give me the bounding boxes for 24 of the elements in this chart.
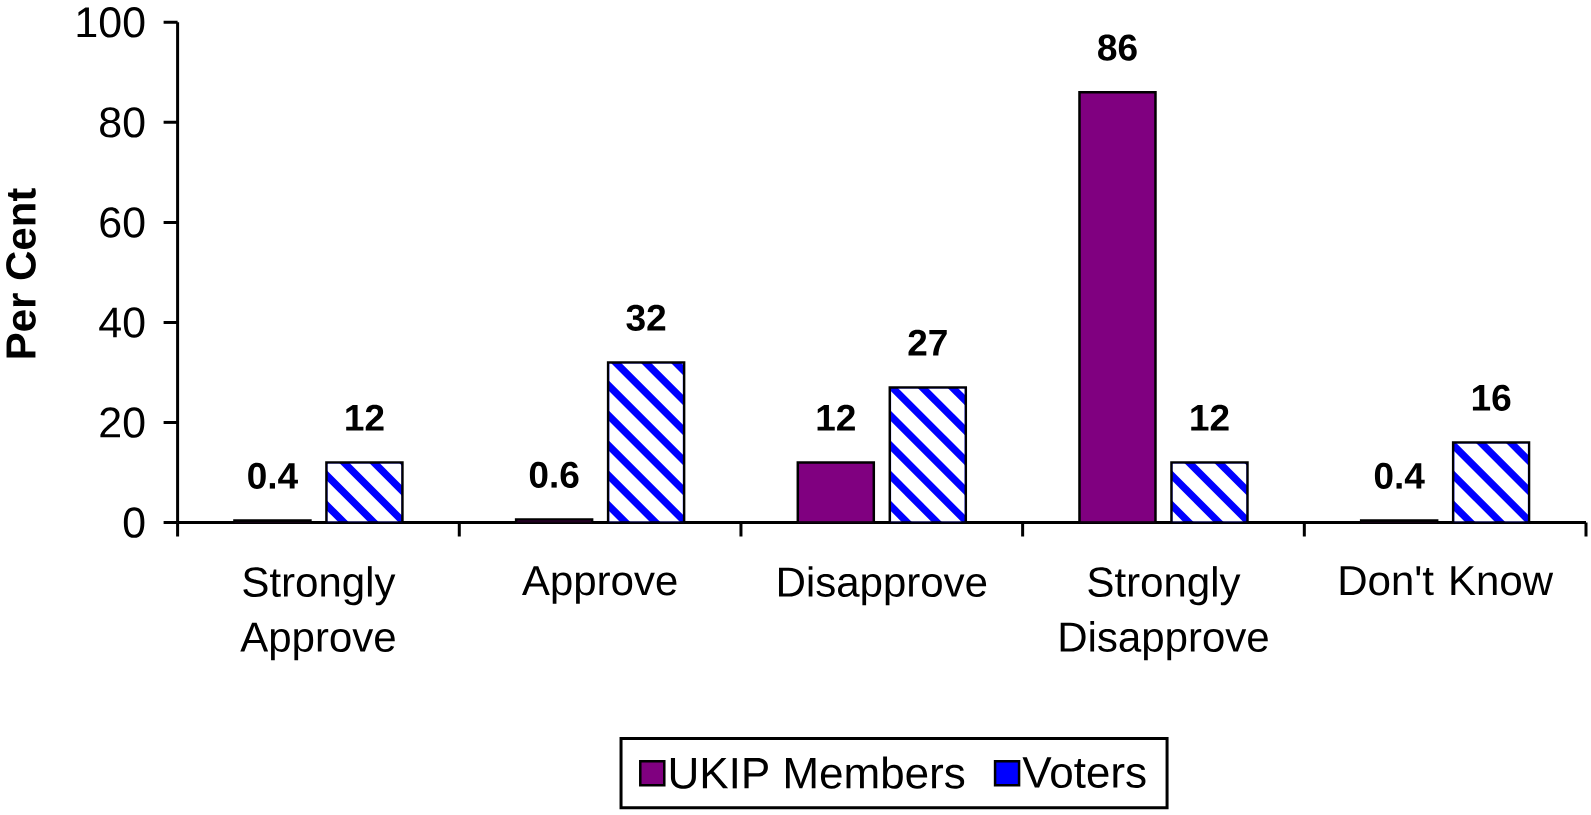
y-tick-label: 80	[100, 107, 145, 138]
y-tick-label: 0	[123, 507, 145, 538]
data-label: 16	[1472, 384, 1511, 411]
data-label: 0.4	[248, 462, 298, 489]
x-tick-label: Strongly Disapprove	[1060, 566, 1268, 661]
x-tick-label: Approve	[521, 566, 677, 604]
x-tick-label: Don't Know	[1340, 566, 1554, 596]
y-axis-title: Per Cent	[6, 188, 36, 358]
data-label: 12	[1191, 404, 1229, 431]
x-tick-label: Disapprove	[779, 566, 987, 606]
x-tick-label: Strongly Approve	[240, 566, 396, 661]
data-label: 86	[1098, 34, 1137, 61]
y-tick-label: 60	[100, 207, 145, 238]
data-label: 12	[817, 404, 855, 431]
data-label: 12	[346, 404, 384, 431]
y-tick-label: 100	[77, 7, 145, 38]
legend-label: UKIP Members	[670, 756, 965, 789]
y-tick-label: 40	[99, 307, 145, 338]
legend-label: Voters	[1022, 757, 1146, 788]
data-label: 27	[908, 329, 947, 356]
data-label: 0.4	[1374, 462, 1425, 489]
data-label: 32	[626, 304, 666, 331]
data-label: 0.6	[529, 461, 579, 488]
y-tick-label: 20	[100, 407, 145, 438]
